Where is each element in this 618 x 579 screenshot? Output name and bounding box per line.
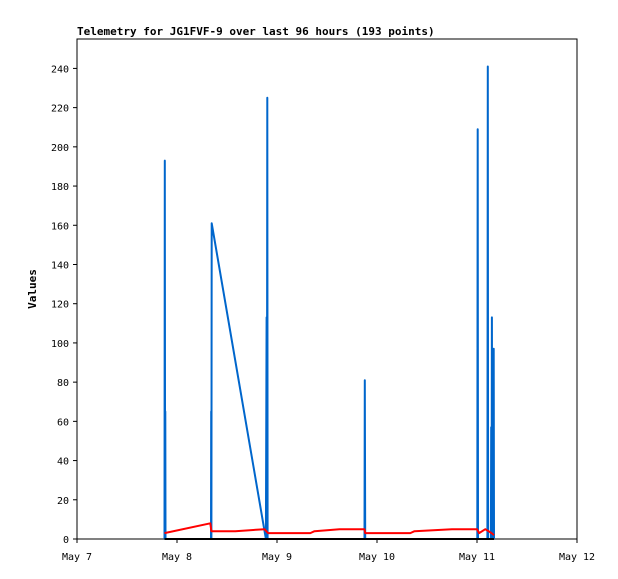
- y-tick-label: 40: [57, 457, 69, 468]
- x-tick-label: May 12: [559, 552, 595, 563]
- chart-title: Telemetry for JG1FVF-9 over last 96 hour…: [77, 25, 435, 38]
- y-tick-label: 20: [57, 496, 69, 507]
- x-tick-label: May 9: [262, 552, 292, 563]
- y-tick-label: 140: [51, 260, 69, 271]
- x-tick-label: May 11: [459, 552, 495, 563]
- series-line-2: [164, 522, 495, 536]
- y-axis-ticks: 0 20 40 60 80 100 120 140 160 180 200 220 240: [51, 64, 77, 546]
- y-tick-label: 60: [57, 417, 69, 428]
- series-line-1: [163, 65, 495, 540]
- y-tick-label: 180: [51, 182, 69, 193]
- y-tick-label: 80: [57, 378, 69, 389]
- y-tick-label: 160: [51, 221, 69, 232]
- y-tick-label: 220: [51, 104, 69, 115]
- y-tick-label: 100: [51, 339, 69, 350]
- y-axis-label: Values: [26, 269, 39, 309]
- y-tick-label: 200: [51, 143, 69, 154]
- series-layer: [163, 65, 495, 540]
- y-tick-label: 120: [51, 300, 69, 311]
- y-tick-label: 240: [51, 64, 69, 75]
- plot-frame: [76, 38, 578, 540]
- x-axis-ticks: May 7 May 8 May 9 May 10 May 11 May 12: [62, 539, 595, 563]
- x-tick-label: May 8: [162, 552, 192, 563]
- y-tick-label: 0: [63, 535, 69, 546]
- x-tick-label: May 7: [62, 552, 92, 563]
- x-tick-label: May 10: [359, 552, 395, 563]
